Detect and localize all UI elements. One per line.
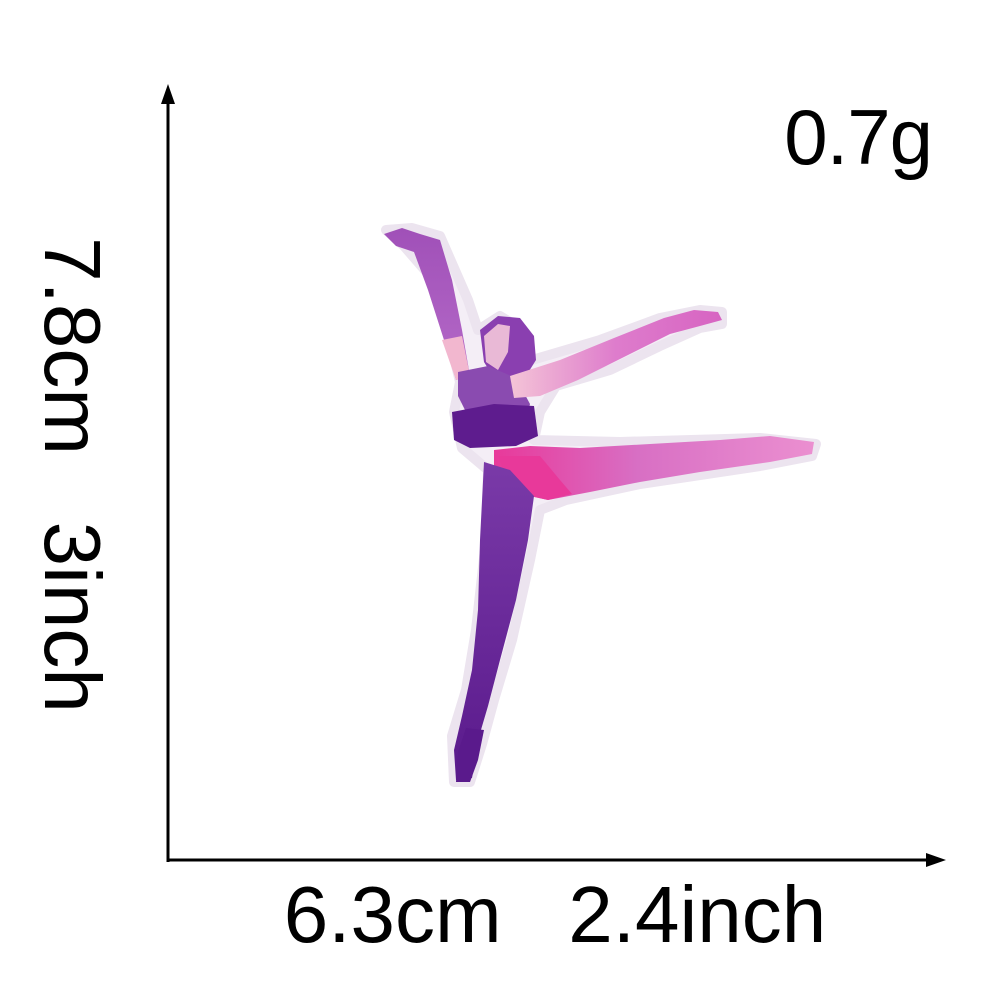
- width-inch-label: 2.4inch: [568, 870, 827, 959]
- standing-leg: [454, 462, 534, 780]
- height-inch-label: 3inch: [28, 521, 117, 713]
- width-label: 6.3cm 2.4inch: [0, 875, 1000, 955]
- height-label: 7.8cm 3inch: [28, 237, 117, 713]
- waist-band: [452, 404, 538, 448]
- extended-arm: [510, 310, 722, 398]
- extended-leg: [494, 436, 814, 500]
- weight-label: 0.7g: [784, 93, 933, 181]
- height-cm-label: 7.8cm: [28, 237, 117, 455]
- width-cm-label: 6.3cm: [283, 870, 502, 959]
- horizontal-arrow-head: [926, 853, 946, 867]
- vertical-arrow-head: [161, 84, 175, 104]
